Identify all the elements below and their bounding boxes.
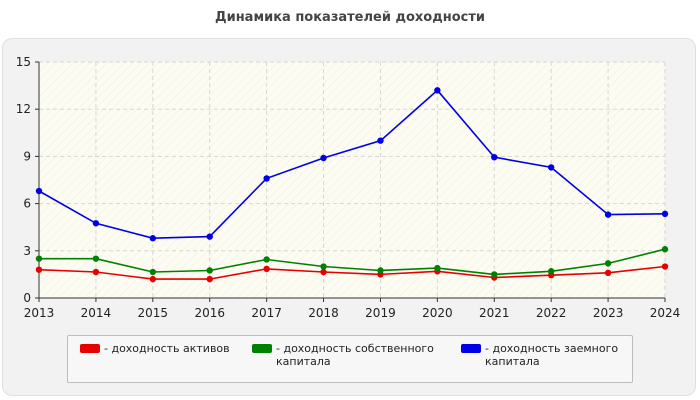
y-tick-label: 6 [23,197,31,211]
series-0-point [661,263,669,270]
grid-layer [39,61,666,298]
y-tick-label: 0 [23,291,31,305]
x-tick-label: 2018 [308,306,339,320]
legend-label-assets: - доходность активов [104,342,230,355]
legend-item-equity: - доходность собственного капитала [252,342,436,368]
legend-swatch-red [80,344,100,353]
series-1-point [547,268,555,275]
series-0-point [149,275,157,283]
series-1-point [263,256,270,263]
y-tick-label: 9 [23,149,31,163]
series-1-point [604,260,612,267]
x-tick-label: 2020 [422,306,453,320]
series-1-point [434,264,441,272]
series-1-point [320,263,327,270]
series-2-point [377,137,384,144]
x-tick-label: 2024 [650,306,681,320]
y-tick-label: 15 [16,55,31,69]
x-tick-label: 2022 [536,306,567,320]
series-0-point [604,269,612,277]
series-2-point [434,87,441,94]
x-tick-label: 2016 [194,306,225,320]
series-1-point [661,246,669,253]
series-2-point [206,233,213,240]
legend-item-assets: - доходность активов [80,342,264,355]
series-0-point [206,275,213,283]
series-2-point [491,153,498,161]
series-1-point [149,268,157,276]
legend: - доходность активов - доходность собств… [67,335,633,383]
legend-swatch-blue [461,344,481,353]
series-1-point [377,267,384,274]
x-tick-label: 2013 [24,306,55,320]
y-tick-label: 3 [23,244,31,258]
legend-label-debt: - доходность заемного капитала [485,342,619,368]
chart-title: Динамика показателей доходности [215,10,485,25]
legend-label-equity: - доходность собственного капитала [276,342,434,368]
series-line-0 [38,265,666,280]
axis-layer: 0 3 6 9 12 15 2013 2014 2015 2016 2017 2018 2019 2020… [16,55,681,320]
series-0-point [35,266,43,273]
series-2-point [149,235,157,242]
series-1-point [206,267,213,274]
series-0-point [263,265,270,273]
x-tick-label: 2021 [479,306,510,320]
series-2-point [604,211,612,218]
x-tick-label: 2017 [251,306,282,320]
x-tick-label: 2019 [365,306,396,320]
y-tick-label: 12 [16,102,31,116]
series-line-2 [38,89,666,240]
series-1-point [491,271,498,278]
series-2-point [320,154,327,162]
series-2-point [263,175,270,182]
series-0-point [92,268,100,276]
series-1-point [92,255,100,262]
x-tick-label: 2023 [593,306,624,320]
series-2-point [92,220,100,227]
series-line-1 [39,248,666,276]
series-2-point [35,187,43,195]
x-tick-label: 2014 [81,306,112,320]
series-1-point [35,255,43,262]
x-tick-label: 2015 [138,306,169,320]
plot-area [39,62,665,298]
legend-swatch-green [252,344,272,353]
series-0-point [320,268,327,276]
series-layer [35,87,669,283]
series-2-point [547,164,555,171]
series-2-point [661,210,669,218]
legend-item-debt: - доходность заемного капитала [461,342,645,368]
